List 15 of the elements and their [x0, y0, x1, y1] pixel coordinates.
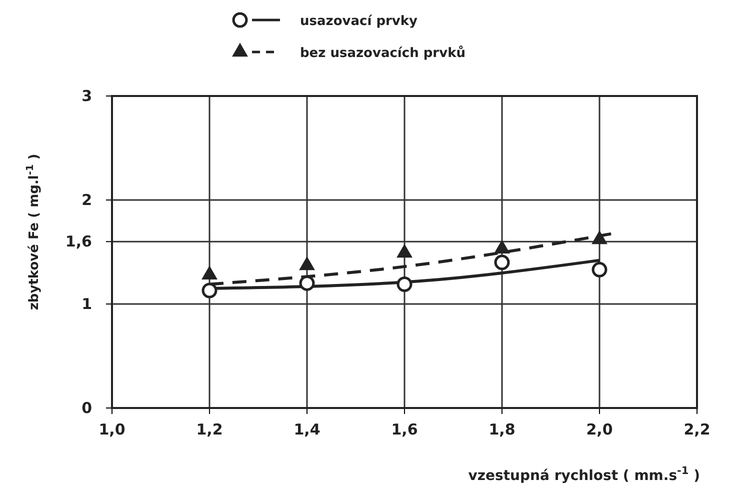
legend-label: bez usazovacích prvků	[300, 45, 466, 61]
y-tick-label: 3	[82, 86, 92, 105]
x-axis-title: vzestupná rychlost ( mm.s$^{-1}$ )	[468, 465, 700, 484]
y-tick-label: 1,6	[65, 232, 92, 250]
y-tick-label: 2	[82, 190, 92, 209]
legend-label: usazovací prvky	[300, 14, 418, 29]
y-tick-label: 1	[82, 294, 92, 313]
x-tick-label: 1,6	[391, 420, 418, 439]
x-tick-label: 1,4	[294, 420, 320, 439]
x-tick-label: 1,2	[196, 420, 223, 439]
x-tick-label: 1,8	[488, 420, 516, 439]
x-tick-label: 2,0	[586, 420, 613, 439]
x-tick-label: 1,0	[98, 420, 126, 439]
y-tick-label: 0	[82, 398, 92, 417]
x-tick-label: 2,2	[684, 420, 710, 439]
